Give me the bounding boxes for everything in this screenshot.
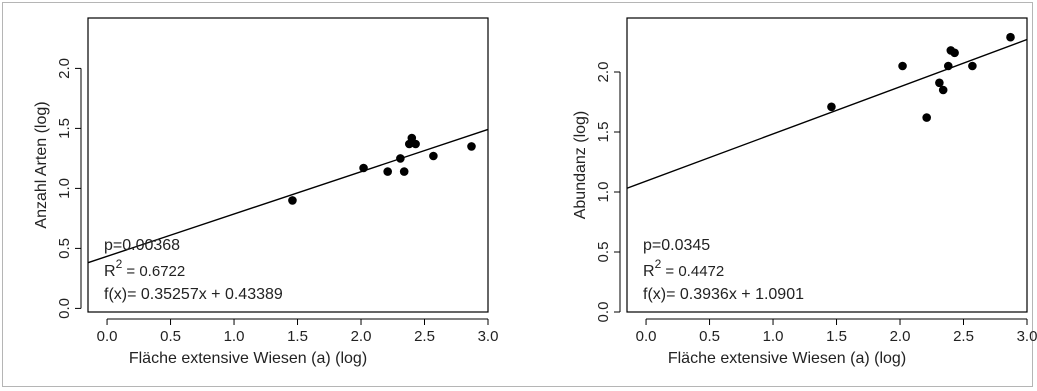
data-point [399,167,409,176]
y-tick-label: 1.5 [56,118,73,139]
y-tick-label: 1.0 [56,178,73,199]
x-tick-label: 1.5 [826,328,847,345]
data-point [288,196,297,205]
data-point [359,163,368,173]
data-point [950,48,959,58]
y-tick-label: 1.0 [595,182,612,203]
x-tick-label: 0.0 [636,328,657,345]
chart-2: 0.0 0.5 1.0 1.5 2.0 2.5 3.0 0.0 0.5 1.0 1.5 2.0 Fläc… [572,17,1037,367]
x-tick-label: 2.0 [351,328,372,345]
x-tick-label: 3.0 [1017,328,1037,345]
plot-frame [87,17,489,313]
data-point [898,61,907,71]
chart-1: 0.0 0.5 1.0 1.5 2.0 2.5 3.0 0.0 0.5 1.0 1.5 2.0 Fläc… [33,17,499,367]
y-tick-label: 1.5 [595,122,612,143]
y-tick-label: 0.5 [56,238,73,259]
y-tick-label: 2.0 [56,58,73,79]
fit-equation-label: f(x)= 0.35257x + 0.43389 [104,286,283,303]
x-tick-label: 2.5 [414,328,435,345]
figure-frame [2,2,1033,387]
y-tick-label: 0.0 [595,302,612,323]
x-tick-label: 3.0 [478,328,499,345]
p-value-label: p=0.00368 [104,237,180,254]
data-point [935,78,944,88]
data-point [827,102,836,112]
x-tick-label: 2.5 [953,328,974,345]
data-point [411,139,420,149]
regression-line [626,38,1028,189]
x-tick-label: 1.0 [763,328,784,345]
x-tick-label: 1.0 [224,328,245,345]
x-axis-label: Fläche extensive Wiesen (a) (log) [668,350,906,367]
data-point [943,61,953,71]
x-tick-label: 0.5 [160,328,181,345]
x-tick-label: 1.5 [287,328,308,345]
x-axis-label: Fläche extensive Wiesen (a) (log) [129,350,367,367]
y-axis-label: Anzahl Arten (log) [33,101,50,228]
data-point [968,61,977,71]
y-tick-label: 0.5 [595,242,612,263]
data-point [922,113,931,122]
data-point [467,142,476,151]
y-axis-label: Abundanz (log) [572,111,589,220]
x-tick-label: 2.0 [890,328,911,345]
data-point [1006,32,1015,42]
y-tick-label: 0.0 [56,298,73,319]
y-tick-label: 2.0 [595,62,612,83]
r-squared-label: R2 = 0.6722 [104,257,185,280]
data-point [429,151,438,161]
fit-equation-label: f(x)= 0.3936x + 1.0901 [643,286,804,303]
r-squared-label: R2 = 0.4472 [643,257,724,280]
p-value-label: p=0.0345 [643,237,710,254]
data-point [938,85,948,95]
regression-line [87,128,489,264]
data-point [396,154,405,163]
plot-frame [626,17,1028,313]
x-tick-label: 0.5 [699,328,720,345]
data-point [383,167,392,176]
x-tick-label: 0.0 [97,328,118,345]
